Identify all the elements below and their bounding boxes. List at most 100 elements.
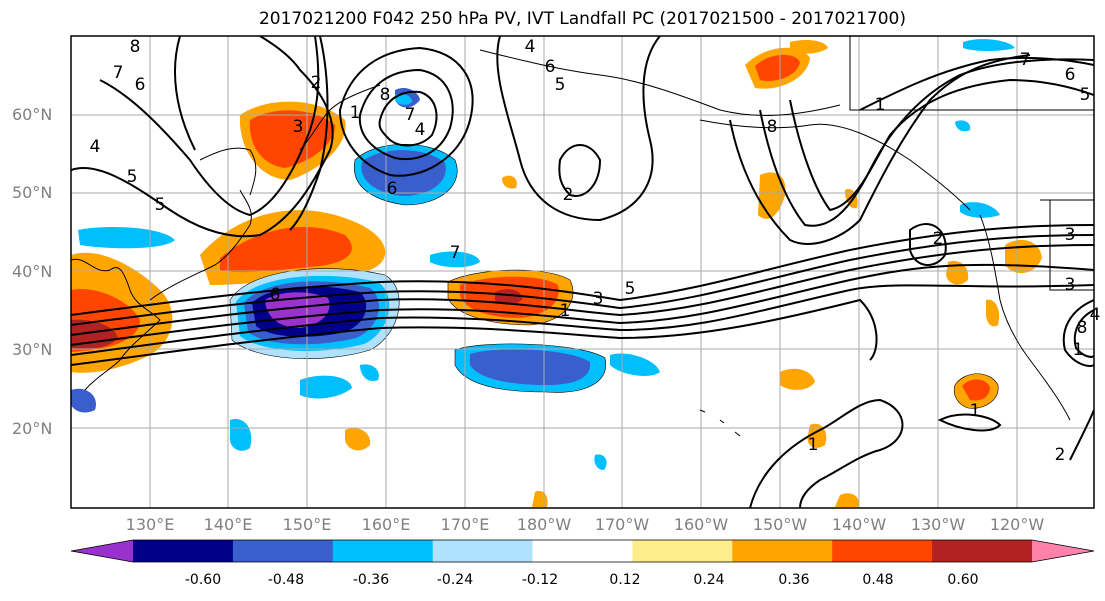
anomaly-region: [946, 260, 969, 285]
contour-label: 2: [311, 73, 322, 93]
colorbar-tick-label: 0.48: [862, 572, 894, 588]
anomaly-region: [361, 150, 446, 196]
colorbar-segment: [432, 540, 534, 562]
contour-lines: [71, 36, 1094, 508]
contour-line: [71, 244, 1094, 336]
anomaly-region: [780, 368, 815, 390]
lat-label: 50°N: [12, 183, 53, 202]
coastline-kamchatka: [299, 84, 381, 151]
anomaly-region: [962, 379, 990, 401]
lon-label: 140°E: [203, 515, 253, 534]
colorbar-tick-label: -0.48: [267, 572, 305, 588]
contour-label: 8: [767, 117, 778, 137]
contour-label: 5: [555, 75, 566, 95]
contour-label: 5: [625, 279, 636, 299]
contour-line: [909, 223, 947, 266]
colorbar-segment: [133, 540, 234, 562]
contour-label: 8: [380, 85, 391, 105]
contour-label: 1: [350, 103, 361, 123]
lon-label: 160°E: [361, 515, 411, 534]
colorbar-segment: [832, 540, 933, 562]
contour-label: 5: [127, 167, 138, 187]
contour-label: 3: [593, 289, 604, 309]
contour-label: 2: [1055, 445, 1066, 465]
contour-line: [729, 54, 1031, 245]
lon-label: 150°W: [752, 515, 808, 534]
contour-label: 4: [525, 37, 536, 57]
coastline-sea-okhotsk: [199, 147, 257, 196]
coastline-na-border: [849, 36, 1094, 111]
contour-label: 2: [933, 229, 944, 249]
anomaly-outline: [454, 343, 607, 393]
colorbar-segment: [632, 540, 733, 562]
lon-label: 140°W: [831, 515, 887, 534]
contour-label: 1: [808, 435, 819, 455]
plot-frame: [70, 35, 1095, 509]
coastline-na-border2: [1040, 199, 1094, 291]
anomaly-region: [755, 54, 800, 82]
lon-label: 170°W: [594, 515, 650, 534]
lon-label: 160°W: [673, 515, 729, 534]
anomaly-outlines: [229, 144, 999, 409]
anomaly-region: [963, 39, 1015, 51]
coastline-alaska: [479, 49, 841, 116]
anomaly-region: [758, 172, 786, 219]
contour-label: 3: [1065, 225, 1076, 245]
lat-label: 60°N: [12, 105, 53, 124]
colorbar-segment: [332, 540, 434, 562]
anomaly-region: [985, 299, 1000, 327]
anomaly-region: [430, 251, 480, 268]
anomaly-region: [532, 490, 548, 507]
contour-line: [558, 144, 602, 197]
colorbar-tick-label: -0.60: [184, 572, 222, 588]
coastline-hawaii: [699, 409, 741, 437]
contour-label: 1: [1073, 340, 1084, 360]
lon-label: 130°W: [910, 515, 966, 534]
colorbar-segment: [932, 540, 1033, 562]
anomaly-region: [960, 202, 1000, 218]
contour-label: 5: [1080, 85, 1091, 105]
map-title: 2017021200 F042 250 hPa PV, IVT Landfall…: [258, 9, 906, 29]
anomaly-outline: [229, 268, 400, 360]
anomaly-region: [502, 175, 517, 189]
contour-label: 6: [1065, 65, 1076, 85]
anomaly-region: [300, 375, 352, 399]
contour-line: [937, 413, 1002, 432]
anomaly-region: [470, 349, 591, 386]
contour-label: 3: [1065, 275, 1076, 295]
colorbar-tick-label: 0.24: [693, 572, 725, 588]
contour-line: [1069, 409, 1094, 461]
lon-label: 120°W: [989, 515, 1045, 534]
colorbar-tick-label: 0.12: [609, 572, 641, 588]
anomaly-region: [835, 493, 859, 507]
colorbar-tick-label: -0.36: [352, 572, 390, 588]
contour-line: [1073, 309, 1094, 358]
contour-label: 4: [415, 120, 426, 140]
contour-label: 1: [875, 95, 886, 115]
contour-label: 5: [155, 195, 166, 215]
anomaly-region: [495, 289, 523, 305]
contour-label: 6: [545, 57, 556, 77]
contour-line: [749, 398, 904, 508]
anomaly-region: [1005, 239, 1042, 274]
anomaly-region: [955, 120, 971, 132]
contour-label: 7: [1020, 50, 1031, 70]
contour-line: [71, 234, 1094, 326]
contour-label: 1: [560, 301, 571, 321]
contour-label: 8: [130, 37, 141, 57]
contour-label: 3: [293, 117, 304, 137]
colorbar-segment: [1032, 540, 1094, 562]
anomaly-region: [360, 364, 379, 382]
contour-line: [759, 58, 1094, 227]
coastline-japan: [149, 189, 252, 301]
contour-label: 8: [1077, 318, 1088, 338]
anomaly-region: [345, 428, 371, 451]
anomaly-region: [790, 40, 828, 54]
colorbar-segment: [532, 540, 633, 562]
lat-label: 30°N: [12, 340, 53, 359]
anomaly-region: [71, 388, 96, 413]
contour-line: [71, 263, 1094, 346]
colorbar-tick-label: -0.12: [521, 572, 559, 588]
coastline-aleutians: [699, 119, 971, 211]
